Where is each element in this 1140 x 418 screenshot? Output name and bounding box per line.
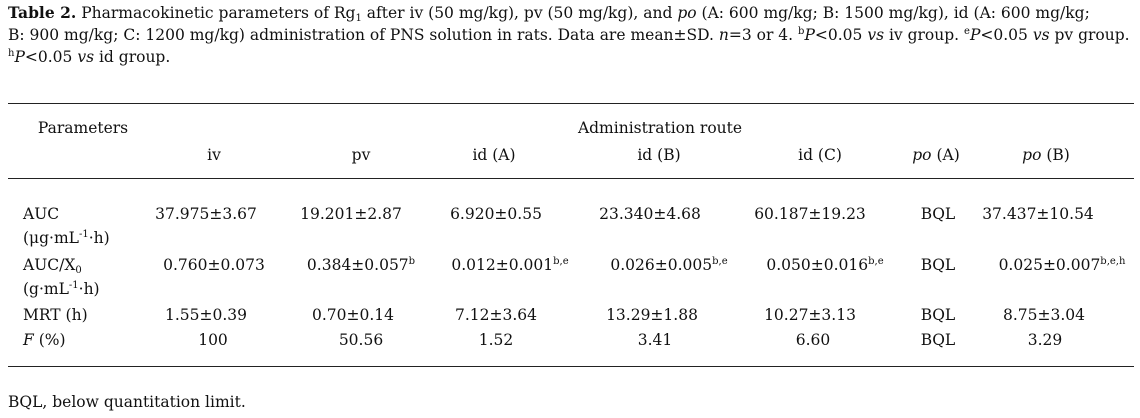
col-header-pv: pv bbox=[351, 146, 371, 164]
table-cell: 8.75±3.04 bbox=[1002, 306, 1086, 324]
table-cell: 60.187±19.23 bbox=[754, 205, 866, 223]
table-cell: 13.29±1.88 bbox=[606, 306, 698, 324]
caption-sup: e bbox=[964, 26, 970, 37]
caption-italic: vs bbox=[77, 48, 95, 66]
caption-sup: b bbox=[798, 26, 805, 37]
top-rule bbox=[8, 103, 1134, 104]
table-cell: 0.025±0.007b,e,h bbox=[998, 256, 1126, 274]
header-parameters: Parameters bbox=[37, 119, 129, 137]
caption-sup: h bbox=[8, 48, 15, 59]
table-cell: BQL bbox=[920, 331, 956, 349]
caption-text: <0.05 bbox=[980, 26, 1033, 44]
table-cell: 0.760±0.073 bbox=[163, 256, 265, 274]
caption-sub: 1 bbox=[355, 13, 362, 24]
caption-italic: vs bbox=[1032, 26, 1050, 44]
table-cell: 50.56 bbox=[338, 331, 384, 349]
caption-italic: po bbox=[677, 4, 697, 22]
table-cell: 100 bbox=[198, 331, 228, 349]
table-footnote: BQL, below quantitation limit. bbox=[8, 393, 246, 411]
table-cell: 19.201±2.87 bbox=[300, 205, 402, 223]
table-cell: 1.55±0.39 bbox=[164, 306, 248, 324]
table-cell: BQL bbox=[920, 256, 956, 274]
row-unit-auc: (μg·mL-1·h) bbox=[23, 229, 110, 247]
table-cell: 3.41 bbox=[637, 331, 673, 349]
caption-text: id group. bbox=[94, 48, 171, 66]
col-header-id-c: id (C) bbox=[798, 146, 842, 164]
bottom-rule bbox=[8, 366, 1134, 367]
table-cell: 3.29 bbox=[1027, 331, 1063, 349]
row-unit-aucx: (g·mL-1·h) bbox=[23, 280, 100, 298]
caption-italic: P bbox=[14, 48, 25, 66]
row-label-auc: AUC bbox=[23, 205, 60, 223]
caption-italic: P bbox=[969, 26, 981, 44]
caption-text: (A: 600 mg/kg; B: 1500 mg/kg), id (A: 60… bbox=[696, 4, 1090, 22]
col-header-id-a: id (A) bbox=[472, 146, 516, 164]
table-cell: 1.52 bbox=[478, 331, 514, 349]
caption-text: <0.05 bbox=[24, 48, 78, 66]
caption-italic: n bbox=[718, 26, 729, 44]
table-cell: 23.340±4.68 bbox=[599, 205, 701, 223]
caption-italic: vs bbox=[867, 26, 885, 44]
caption-text: =3 or 4. bbox=[728, 26, 799, 44]
table-cell: 6.60 bbox=[795, 331, 831, 349]
col-header-iv: iv bbox=[207, 146, 221, 164]
col-header-po-b: po (B) bbox=[1022, 146, 1070, 164]
table-caption: Table 2. Pharmacokinetic parameters of R… bbox=[8, 2, 1132, 68]
table-cell: 10.27±3.13 bbox=[764, 306, 856, 324]
table-cell: 0.012±0.001b,e bbox=[451, 256, 569, 274]
caption-text: after iv (50 mg/kg), pv (50 mg/kg), and bbox=[361, 4, 678, 22]
table-cell: 0.026±0.005b,e bbox=[610, 256, 728, 274]
table-cell: BQL bbox=[920, 205, 956, 223]
table-cell: 0.384±0.057b bbox=[306, 256, 416, 274]
caption-italic: P bbox=[804, 26, 815, 44]
table-cell: 37.975±3.67 bbox=[155, 205, 257, 223]
header-rule bbox=[8, 178, 1134, 179]
table-cell: 0.050±0.016b,e bbox=[766, 256, 884, 274]
caption-text: Pharmacokinetic parameters of Rg bbox=[81, 4, 356, 22]
caption-text: B: 900 mg/kg; C: 1200 mg/kg) administrat… bbox=[8, 26, 719, 44]
row-label-aucx: AUC/X0 bbox=[23, 256, 82, 276]
table-cell: 37.437±10.54 bbox=[982, 205, 1094, 223]
table-label: Table 2. bbox=[8, 3, 77, 22]
caption-text: iv group. bbox=[884, 26, 965, 44]
col-header-po-a: po (A) bbox=[912, 146, 960, 164]
caption-text: <0.05 bbox=[814, 26, 868, 44]
caption-text: pv group. bbox=[1049, 26, 1130, 44]
table-cell: 0.70±0.14 bbox=[311, 306, 395, 324]
header-group: Administration route bbox=[577, 119, 743, 137]
row-label-mrt: MRT (h) bbox=[23, 306, 88, 324]
row-label-f: F (%) bbox=[23, 331, 66, 349]
table-cell: 6.920±0.55 bbox=[450, 205, 542, 223]
table-cell: 7.12±3.64 bbox=[454, 306, 538, 324]
col-header-id-b: id (B) bbox=[637, 146, 681, 164]
table-cell: BQL bbox=[920, 306, 956, 324]
